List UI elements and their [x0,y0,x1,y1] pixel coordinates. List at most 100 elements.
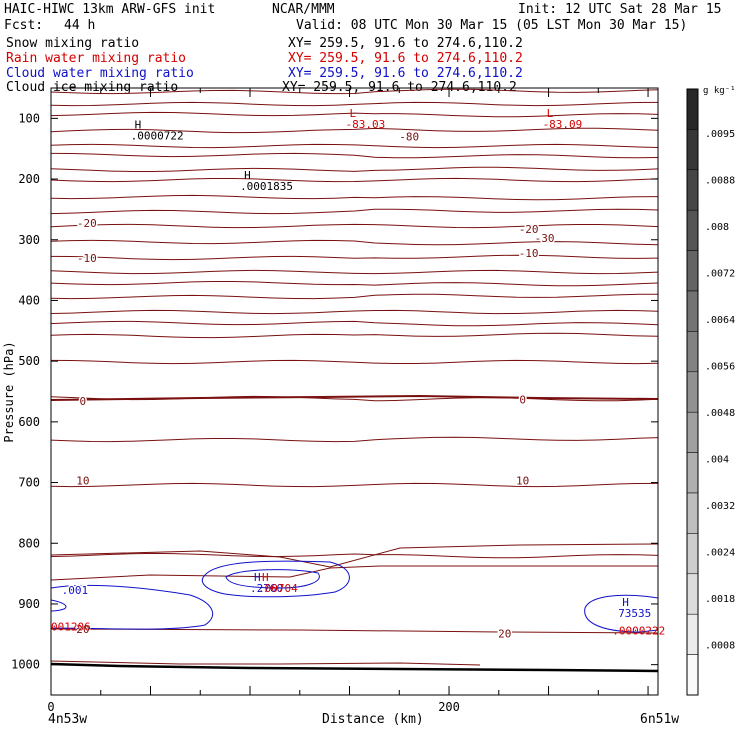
field-name-snow: Snow mixing ratio [6,36,140,51]
extremum-value-4: .2760 [250,582,283,595]
isotherm-line-3 [50,127,659,134]
colorbar-label-2: .008 [705,222,729,233]
colorbar-cell-3 [686,209,699,251]
y-tick-label-8: 900 [18,597,40,611]
isotherm-line-7 [50,177,659,183]
isotherm-line-low-b [50,565,658,581]
temp-contour-label-9: 10 [516,475,529,488]
cloudwater-contour-left-inner [50,599,67,612]
colorbar-units: g kg⁻¹ [703,86,736,96]
isotherm-line-low-a [50,543,659,568]
isotherm-line-16 [50,309,659,315]
extremum-mark-4: H [254,571,261,584]
colorbar-label-5: .0056 [705,362,735,373]
isotherm-line-1 [50,101,659,107]
colorbar-cell-13 [686,613,699,655]
colorbar-cell-8 [686,411,699,453]
extremum-value-3: .0001835 [240,180,293,193]
cloudwater-contour-label-0: .001 [62,584,89,597]
isotherm-line-18 [50,332,659,339]
field-name-cloudwater: Cloud water mixing ratio [6,66,194,81]
cloudwater-contour-left [50,584,214,630]
plot-frame [50,87,659,696]
isotherm-line-13 [50,269,659,275]
y-tick-label-1: 200 [18,172,40,186]
colorbar-label-1: .0088 [705,176,735,187]
cloudwater-contour-right [584,594,659,633]
isotherm-line-15 [50,293,659,300]
isotherm-zero-line [50,394,659,401]
y-axis-title: Pressure (hPa) [2,341,16,442]
surface-line [50,662,659,673]
isotherm-line-6 [50,166,659,172]
colorbar-cell-12 [686,573,699,615]
extremum-value-2: .0000722 [131,130,184,143]
x-tick-label-1: 200 [438,700,460,714]
temp-contour-label-10: 20 [76,623,89,636]
isotherm-line-23 [50,552,659,559]
y-tick-label-2: 300 [18,233,40,247]
forecast-hour: 44 h [64,18,96,33]
isotherm-line-9 [50,208,659,215]
colorbar-frame [686,88,699,696]
colorbar-label-8: .0032 [705,501,735,512]
extremum-value-0: -83.03 [346,118,386,131]
field-name-rain: Rain water mixing ratio [6,51,187,66]
colorbar-label-6: .0048 [705,408,735,419]
colorbar-cell-7 [686,371,699,413]
isotherm-line-21 [50,436,659,443]
y-tick-label-5: 600 [18,415,40,429]
y-tick-label-9: 1000 [11,658,40,672]
y-tick-label-6: 700 [18,476,40,490]
isotherm-line-5 [50,152,659,159]
temp-contour-label-1: -30 [535,232,555,245]
extremum-mark-2: H [135,119,142,132]
y-tick-label-4: 500 [18,354,40,368]
cloudwater-contour-mid-inner [225,569,320,589]
left-endpoint-label: 4n53w [48,712,88,727]
colorbar-cell-2 [686,169,699,211]
isotherm-line-12 [50,254,659,261]
x-axis-title: Distance (km) [322,712,424,727]
colorbar-label-10: .0018 [705,594,735,605]
extremum-value-7: .0000222 [612,624,665,637]
colorbar-cell-1 [686,129,699,171]
extremum-value-5: .00704 [258,582,298,595]
temp-contour-label-11: 20 [498,628,511,641]
colorbar-cell-6 [686,331,699,373]
colorbar-label-3: .0072 [705,269,735,280]
colorbar-cell-9 [686,452,699,494]
extremum-value-6: 73535 [618,607,651,620]
isotherm-line-4 [50,143,659,149]
temp-contour-label-7: 0 [519,393,526,406]
cloudwater-contour-mid [201,560,350,598]
extremum-mark-0: L [350,107,357,120]
temp-contour-label-4: -10 [77,252,97,265]
colorbar-label-0: .0095 [705,129,735,140]
extremum-value-8: 001206 [51,621,91,634]
isotherm-line-19 [50,359,659,365]
x-tick-label-0: 0 [47,700,54,714]
temp-contour-label-3: -20 [519,223,539,236]
isotherm-line-17 [50,320,659,327]
isotherm-line-25 [50,660,481,666]
colorbar-label-7: .004 [705,455,729,466]
colorbar-label-11: .0008 [705,641,735,652]
colorbar-cell-11 [686,533,699,575]
isotherm-line-0 [50,88,659,95]
colorbar-cell-5 [686,290,699,332]
y-tick-label-3: 400 [18,293,40,307]
colorbar-label-9: .0024 [705,548,735,559]
isotherm-line-11 [50,239,659,246]
isotherm-line-20 [50,628,659,634]
isotherm-line-8 [50,194,659,201]
org-label: NCAR/MMM [272,2,335,17]
colorbar-cell-4 [686,250,699,292]
temp-contour-label-5: -10 [519,247,539,260]
isotherm-line-22 [50,482,659,488]
right-endpoint-label: 6n51w [640,712,680,727]
temp-contour-label-0: -80 [399,131,419,144]
extremum-mark-6: H [622,596,629,609]
field-xy-rain: XY= 259.5, 91.6 to 274.6,110.2 [288,51,523,66]
